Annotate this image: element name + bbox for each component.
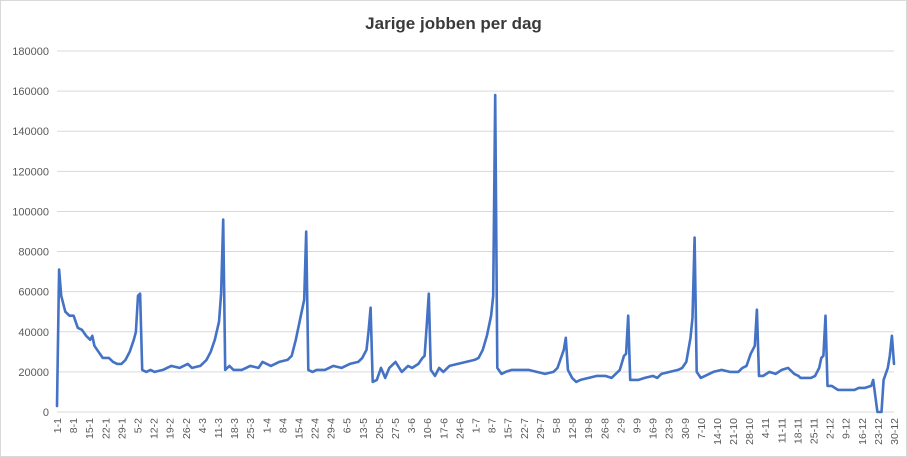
x-tick-label: 2-9 <box>615 418 627 433</box>
x-tick-label: 9-12 <box>841 418 853 439</box>
x-tick-label: 11-11 <box>776 418 788 443</box>
x-tick-label: 17-6 <box>438 418 450 439</box>
x-tick-label: 24-6 <box>454 418 466 439</box>
x-tick-label: 28-10 <box>744 418 756 445</box>
x-tick-label: 2-12 <box>825 418 837 439</box>
y-tick-label: 120000 <box>12 166 49 178</box>
x-tick-label: 8-1 <box>68 418 80 433</box>
x-tick-label: 4-11 <box>760 418 772 438</box>
x-tick-label: 15-4 <box>293 418 305 439</box>
x-tick-label: 16-12 <box>857 418 869 445</box>
x-tick-label: 15-1 <box>84 418 96 439</box>
x-tick-label: 10-6 <box>422 418 434 439</box>
x-tick-label: 20-5 <box>374 418 386 439</box>
x-tick-label: 5-8 <box>551 418 563 433</box>
x-tick-label: 21-10 <box>728 418 740 445</box>
x-tick-label: 18-11 <box>792 418 804 444</box>
x-tick-label: 22-4 <box>310 418 322 439</box>
x-tick-label: 1-7 <box>471 418 483 433</box>
x-tick-label: 29-7 <box>535 418 547 439</box>
x-tick-label: 30-9 <box>680 418 692 439</box>
y-tick-label: 20000 <box>18 367 49 379</box>
x-tick-label: 13-5 <box>358 418 370 439</box>
x-tick-label: 30-12 <box>889 418 901 445</box>
y-tick-label: 60000 <box>18 287 49 299</box>
x-tick-label: 9-9 <box>631 418 643 433</box>
x-tick-label: 5-2 <box>132 418 144 433</box>
x-tick-label: 3-6 <box>406 418 418 433</box>
x-tick-label: 16-9 <box>648 418 660 439</box>
x-tick-label: 23-9 <box>664 418 676 439</box>
chart-title: Jarige jobben per dag <box>365 14 542 33</box>
x-tick-label: 22-1 <box>100 418 112 439</box>
x-tick-label: 7-10 <box>696 418 708 439</box>
x-tick-label: 22-7 <box>519 418 531 439</box>
y-tick-label: 40000 <box>18 327 49 339</box>
x-tick-label: 18-3 <box>229 418 241 439</box>
x-tick-label: 1-4 <box>261 418 273 433</box>
x-tick-label: 26-8 <box>599 418 611 439</box>
x-tick-label: 6-5 <box>342 418 354 433</box>
y-tick-label: 80000 <box>18 247 49 259</box>
x-tick-label: 11-3 <box>213 418 225 438</box>
x-tick-label: 4-3 <box>197 418 209 433</box>
y-tick-label: 0 <box>43 407 49 419</box>
x-tick-label: 23-12 <box>873 418 885 445</box>
x-tick-label: 19-8 <box>583 418 595 439</box>
series-line <box>55 93 896 414</box>
x-tick-label: 8-4 <box>277 418 289 433</box>
x-tick-label: 29-4 <box>326 418 338 439</box>
x-tick-label: 12-2 <box>149 418 161 439</box>
y-tick-label: 180000 <box>12 46 49 58</box>
x-tick-label: 12-8 <box>567 418 579 439</box>
y-tick-label: 100000 <box>12 206 49 218</box>
x-tick-label: 29-1 <box>116 418 128 439</box>
x-tick-label: 25-3 <box>245 418 257 439</box>
y-tick-label: 160000 <box>12 86 49 98</box>
x-tick-label: 19-2 <box>165 418 177 439</box>
y-tick-label: 140000 <box>12 126 49 138</box>
x-tick-label: 14-10 <box>712 418 724 445</box>
x-tick-label: 26-2 <box>181 418 193 439</box>
x-tick-label: 1-1 <box>52 418 64 433</box>
x-tick-label: 27-5 <box>390 418 402 439</box>
x-tick-label: 25-11 <box>809 418 821 444</box>
x-tick-label: 15-7 <box>503 418 515 439</box>
x-tick-label: 8-7 <box>487 418 499 433</box>
